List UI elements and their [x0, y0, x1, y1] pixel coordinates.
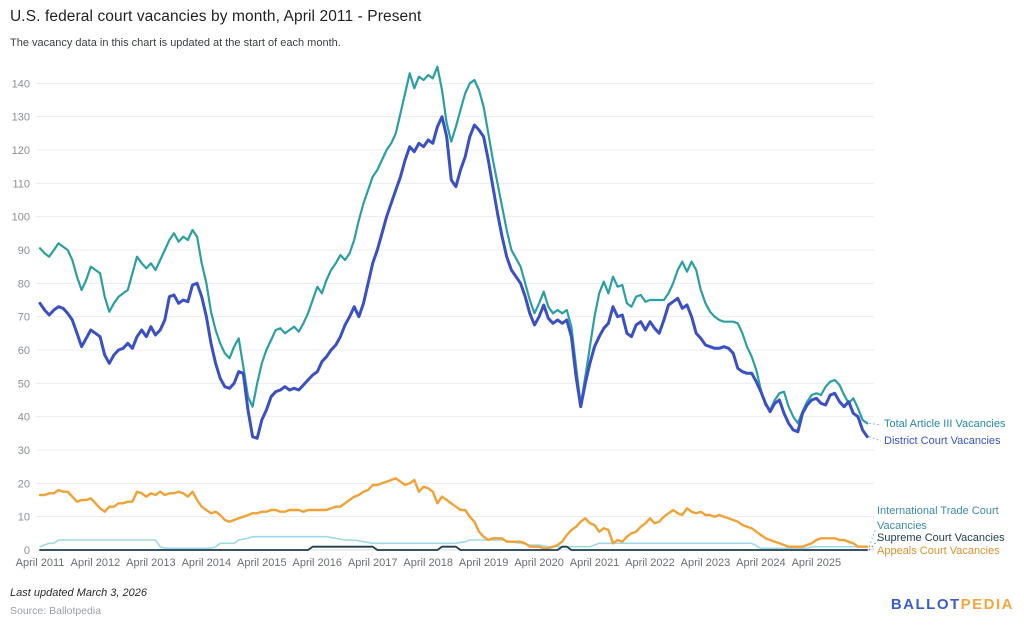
page-subtitle: The vacancy data in this chart is update…: [10, 37, 341, 49]
svg-text:April 2024: April 2024: [736, 557, 786, 569]
svg-text:10: 10: [18, 512, 30, 524]
svg-text:50: 50: [18, 378, 30, 390]
logo-pedia-text: PEDIA: [960, 596, 1014, 613]
svg-text:April 2015: April 2015: [237, 557, 287, 569]
svg-text:April 2016: April 2016: [292, 557, 342, 569]
last-updated-note: Last updated March 3, 2026: [10, 587, 147, 599]
svg-text:April 2025: April 2025: [792, 557, 842, 569]
legend-label-international-trade-court: International Trade Court Vacancies: [877, 505, 999, 532]
svg-text:80: 80: [18, 278, 30, 290]
source-note: Source: Ballotpedia: [10, 605, 102, 617]
series-line-1: [38, 115, 869, 440]
svg-text:April 2018: April 2018: [403, 557, 453, 569]
svg-text:90: 90: [18, 245, 30, 257]
svg-text:0: 0: [24, 545, 30, 557]
svg-text:70: 70: [18, 312, 30, 324]
series-line-2: [38, 477, 869, 550]
page-title: U.S. federal court vacancies by month, A…: [10, 8, 422, 25]
logo-ballot-text: BALLOT: [890, 596, 961, 613]
svg-text:April 2021: April 2021: [570, 557, 620, 569]
svg-text:130: 130: [12, 112, 30, 124]
svg-text:100: 100: [12, 212, 30, 224]
svg-text:140: 140: [12, 78, 30, 90]
svg-text:April 2023: April 2023: [681, 557, 731, 569]
ballotpedia-logo: BALLOTPEDIA: [891, 596, 1014, 613]
svg-text:April 2013: April 2013: [126, 557, 176, 569]
series-line-4: [39, 545, 869, 551]
series-line-0: [38, 65, 869, 425]
svg-text:30: 30: [18, 445, 30, 457]
legend-label-total-article-iii: Total Article III Vacancies: [884, 418, 1006, 430]
svg-text:April 2022: April 2022: [625, 557, 675, 569]
svg-text:April 2017: April 2017: [348, 557, 398, 569]
svg-text:60: 60: [18, 345, 30, 357]
svg-text:20: 20: [18, 478, 30, 490]
svg-text:April 2011: April 2011: [16, 557, 65, 569]
svg-text:April 2020: April 2020: [514, 557, 564, 569]
svg-text:April 2012: April 2012: [71, 557, 121, 569]
series-line-3: [39, 535, 869, 550]
svg-text:110: 110: [12, 178, 30, 190]
svg-text:April 2019: April 2019: [459, 557, 509, 569]
legend-label-appeals-court: Appeals Court Vacancies: [877, 545, 1000, 557]
legend-label-district-court: District Court Vacancies: [884, 435, 1001, 447]
svg-text:120: 120: [12, 145, 30, 157]
svg-text:40: 40: [18, 412, 30, 424]
legend-label-supreme-court: Supreme Court Vacancies: [877, 532, 1005, 544]
svg-text:April 2014: April 2014: [182, 557, 232, 569]
